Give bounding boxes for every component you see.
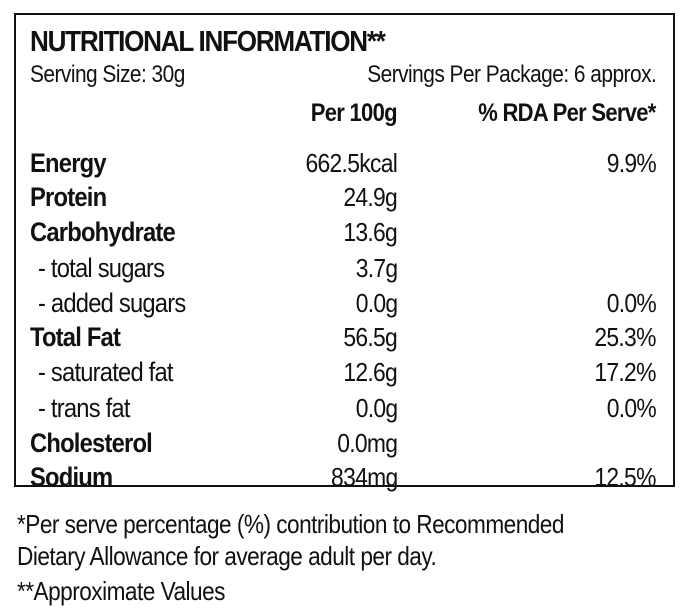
nutrient-row-total-sugars: - total sugars 3.7g <box>16 253 673 287</box>
nutrient-label: Total Fat <box>30 322 121 352</box>
nutrient-per100: 56.5g <box>343 322 397 352</box>
nutrient-per100: 0.0g <box>355 288 397 318</box>
serving-size: Serving Size: 30g <box>30 61 185 88</box>
nutrient-row-carbohydrate: Carbohydrate 13.6g <box>16 217 673 251</box>
nutrient-per100: 834mg <box>330 462 398 492</box>
nutrient-row-energy: Energy 662.5kcal 9.9% <box>16 148 673 182</box>
column-header-per-100g: Per 100g <box>310 99 398 127</box>
nutrition-panel: NUTRITIONAL INFORMATION** Serving Size: … <box>14 13 675 492</box>
nutrient-per100: 0.0mg <box>336 428 398 458</box>
footnote-approx: **Approximate Values <box>17 576 225 606</box>
nutrient-rda: 12.5% <box>594 462 657 492</box>
nutrient-rda: 25.3% <box>594 322 657 352</box>
nutrient-label: - total sugars <box>38 253 165 283</box>
nutrient-row-trans-fat: - trans fat 0.0g 0.0% <box>16 393 673 427</box>
nutrient-rda: 9.9% <box>606 148 657 178</box>
nutrient-row-total-fat: Total Fat 56.5g 25.3% <box>16 322 673 356</box>
nutrient-label: Sodium <box>30 462 113 492</box>
nutrient-label: - added sugars <box>38 288 186 318</box>
nutrient-label: Cholesterol <box>30 428 153 458</box>
footnote-rda-cont: Dietary Allowance for average adult per … <box>17 541 437 571</box>
nutrient-rda: 0.0% <box>606 393 657 423</box>
footnote-rda: *Per serve percentage (%) contribution t… <box>17 509 564 539</box>
column-header-rda: % RDA Per Serve* <box>478 99 657 127</box>
nutrient-per100: 24.9g <box>343 182 397 212</box>
nutrient-per100: 3.7g <box>355 253 397 283</box>
nutrient-row-saturated-fat: - saturated fat 12.6g 17.2% <box>16 357 673 391</box>
nutrient-label: - saturated fat <box>38 357 174 387</box>
nutrient-per100: 0.0g <box>355 393 397 423</box>
nutrient-rda: 17.2% <box>594 357 657 387</box>
nutrient-label: Carbohydrate <box>30 217 176 247</box>
panel-title: NUTRITIONAL INFORMATION** <box>30 26 386 58</box>
nutrient-label: Energy <box>30 148 107 178</box>
servings-per-package: Servings Per Package: 6 approx. <box>366 61 657 88</box>
nutrient-label: Protein <box>30 182 107 212</box>
nutrient-per100: 13.6g <box>343 217 397 247</box>
nutrient-row-added-sugars: - added sugars 0.0g 0.0% <box>16 288 673 322</box>
nutrient-row-cholesterol: Cholesterol 0.0mg <box>16 428 673 462</box>
nutrient-label: - trans fat <box>38 393 130 423</box>
nutrient-rda: 0.0% <box>606 288 657 318</box>
nutrient-row-sodium: Sodium 834mg 12.5% <box>16 462 673 496</box>
nutrient-row-protein: Protein 24.9g <box>16 182 673 216</box>
nutrient-per100: 662.5kcal <box>305 148 397 178</box>
nutrient-per100: 12.6g <box>343 357 397 387</box>
